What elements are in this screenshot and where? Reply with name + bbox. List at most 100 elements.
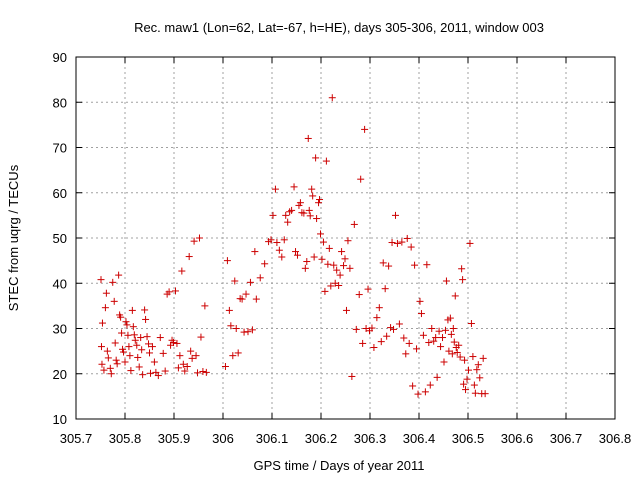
data-point <box>446 314 454 322</box>
data-point <box>428 325 436 332</box>
data-point <box>267 236 275 244</box>
data-point <box>190 237 198 245</box>
data-point <box>458 265 466 273</box>
data-point <box>100 366 108 374</box>
data-point <box>103 347 111 355</box>
data-point <box>134 353 142 361</box>
data-point <box>111 339 119 347</box>
data-point <box>139 371 147 379</box>
data-point <box>98 319 106 327</box>
data-point <box>316 196 324 204</box>
data-point <box>317 230 325 238</box>
data-point <box>280 236 288 244</box>
data-point <box>293 251 301 259</box>
data-point <box>423 261 431 269</box>
data-point <box>146 369 154 377</box>
data-point <box>441 326 449 334</box>
data-point <box>350 220 358 228</box>
data-point <box>306 212 314 220</box>
data-point <box>296 199 304 207</box>
data-point <box>225 306 233 314</box>
data-point <box>123 321 131 329</box>
data-point <box>393 239 401 247</box>
data-point <box>161 367 169 375</box>
data-point <box>150 358 158 366</box>
data-point <box>232 325 240 332</box>
data-point <box>383 332 391 340</box>
data-point <box>402 350 410 358</box>
data-point <box>101 304 109 312</box>
data-point <box>142 315 150 323</box>
data-point <box>129 323 137 331</box>
data-point <box>335 282 343 290</box>
x-tick-label: 306.5 <box>452 431 485 446</box>
grid-lines <box>76 57 615 419</box>
data-point <box>433 373 441 381</box>
data-point <box>357 175 365 183</box>
y-tick-label: 50 <box>53 231 67 246</box>
data-point <box>248 326 256 334</box>
data-point <box>411 261 419 269</box>
data-point <box>407 243 415 251</box>
data-point <box>312 154 320 162</box>
data-point <box>479 354 487 362</box>
data-point <box>342 306 350 314</box>
data-point <box>453 348 461 356</box>
data-point <box>419 331 427 339</box>
y-tick-label: 20 <box>53 367 67 382</box>
data-point <box>315 199 323 207</box>
data-point <box>341 255 349 263</box>
data-point <box>234 349 242 357</box>
data-point <box>97 343 105 351</box>
data-point <box>361 125 369 133</box>
data-point <box>447 330 455 338</box>
data-point <box>414 390 422 398</box>
data-point <box>242 290 250 298</box>
data-point <box>138 346 146 354</box>
x-tick-labels: 305.7 305.8 305.9 306 306.1 306.2 306.3 306.4 30… <box>60 431 632 446</box>
data-point <box>370 344 378 352</box>
data-point <box>321 287 329 295</box>
axis-ticks <box>75 56 616 420</box>
data-point <box>375 304 383 312</box>
data-point <box>425 339 433 347</box>
data-point <box>185 253 193 261</box>
data-point <box>261 260 269 268</box>
data-point <box>290 183 298 191</box>
data-points <box>97 94 489 398</box>
data-point <box>387 324 395 332</box>
data-point <box>117 313 125 321</box>
data-point <box>112 356 120 364</box>
data-point <box>133 341 141 349</box>
x-axis-label: GPS time / Days of year 2011 <box>254 458 425 473</box>
data-point <box>187 347 195 355</box>
data-point <box>98 360 106 368</box>
data-point <box>137 334 145 342</box>
data-point <box>416 297 424 305</box>
data-point <box>439 334 447 342</box>
data-point <box>148 343 156 351</box>
data-point <box>181 367 189 375</box>
data-point <box>346 264 354 272</box>
data-point <box>330 261 338 269</box>
data-point <box>275 246 283 254</box>
data-point <box>171 287 179 295</box>
data-point <box>322 157 330 165</box>
data-point <box>473 366 481 374</box>
data-point <box>460 380 468 388</box>
data-point <box>451 292 459 300</box>
data-point <box>308 185 316 193</box>
y-tick-label: 30 <box>53 322 67 337</box>
data-point <box>471 389 479 397</box>
data-point <box>338 248 346 256</box>
x-tick-label: 305.7 <box>60 431 93 446</box>
data-point <box>379 259 387 267</box>
x-tick-label: 306 <box>212 431 234 446</box>
data-point <box>368 324 376 332</box>
data-point <box>97 276 105 284</box>
data-point <box>183 363 191 371</box>
data-point <box>229 352 237 360</box>
data-point <box>300 209 308 217</box>
data-point <box>252 295 260 303</box>
